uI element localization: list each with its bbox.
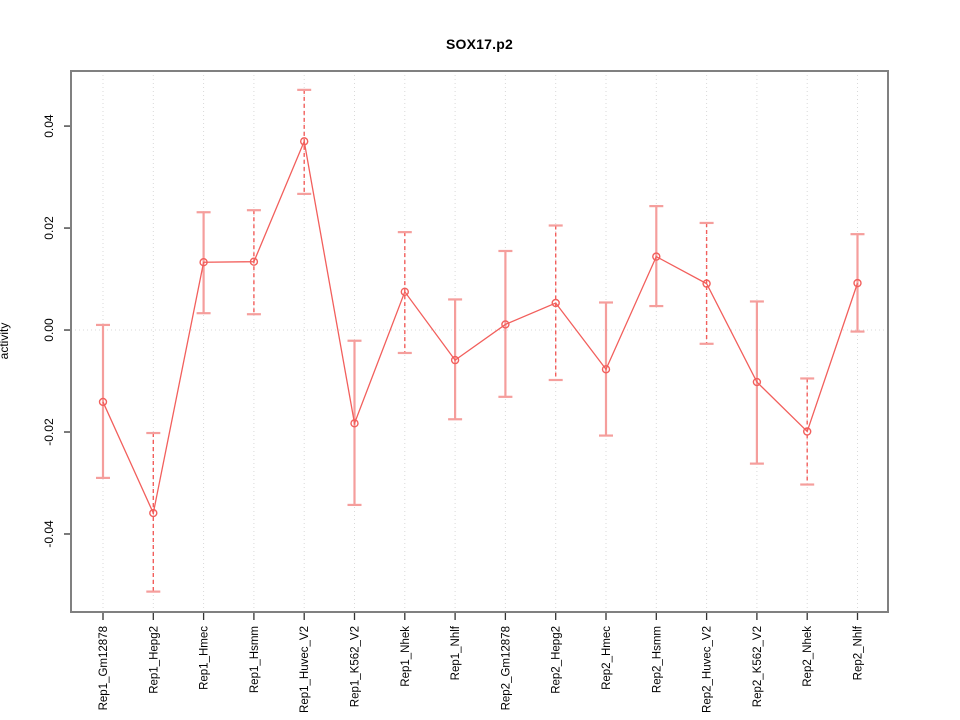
x-tick-label: Rep2_Huvec_V2 (702, 626, 714, 713)
x-tick-label: Rep2_Hsmm (651, 626, 663, 693)
data-point-marker (702, 279, 711, 288)
series-line (102, 139, 859, 516)
plot-frame (70, 70, 889, 613)
x-tick-label: Rep1_Hepg2 (148, 626, 160, 694)
data-point-marker (803, 427, 812, 436)
x-tick-label: Rep1_Huvec_V2 (299, 626, 311, 713)
x-tick-label: Rep1_Nhek (400, 626, 412, 687)
data-point-marker (98, 397, 108, 407)
x-tick-label: Rep1_Gm12878 (98, 626, 110, 710)
y-tick-label: 0.04 (42, 114, 56, 138)
x-tick-label: Rep2_Hmec (601, 626, 613, 690)
data-point-marker (149, 508, 158, 518)
data-point-marker (752, 377, 762, 387)
x-tick-label: Rep2_K562_V2 (752, 626, 764, 707)
y-tick-label: -0.02 (42, 418, 56, 446)
chart-title: SOX17.p2 (446, 36, 513, 52)
x-tick-label: Rep2_Nhek (802, 626, 814, 687)
data-point-marker (199, 258, 208, 267)
y-tick-label: -0.04 (42, 520, 56, 548)
x-tick-label: Rep1_K562_V2 (350, 626, 362, 707)
y-axis-label: activity (0, 322, 11, 360)
data-point-marker (350, 419, 359, 428)
data-point-marker (400, 287, 409, 296)
data-point-marker (652, 252, 661, 261)
data-point-marker (249, 257, 259, 266)
data-point-marker (450, 355, 460, 365)
x-tick-label: Rep1_Nhlf (450, 625, 462, 680)
data-point-marker (601, 365, 611, 374)
data-point-marker (551, 298, 560, 308)
y-tick-label: 0.00 (42, 318, 56, 342)
data-point-marker (501, 320, 510, 329)
data-point-marker (300, 137, 309, 146)
data-point-marker (853, 278, 862, 288)
x-tick-label: Rep2_Gm12878 (500, 626, 512, 710)
x-tick-label: Rep2_Hepg2 (551, 626, 563, 694)
x-tick-label: Rep2_Nhlf (853, 625, 865, 680)
x-tick-label: Rep1_Hsmm (249, 626, 261, 693)
x-tick-label: Rep1_Hmec (199, 626, 211, 690)
y-tick-label: 0.02 (42, 216, 56, 240)
